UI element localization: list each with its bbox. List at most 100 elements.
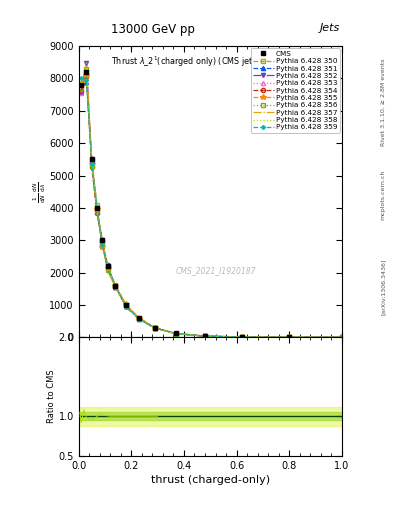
Pythia 6.428 351 [100,242,105,248]
CMS [137,315,141,321]
Pythia 6.428 350 [152,325,157,331]
Text: [arXiv:1306.3436]: [arXiv:1306.3436] [381,259,386,315]
Pythia 6.428 351 [113,284,118,290]
Pythia 6.428 357 [79,82,84,89]
Pythia 6.428 357 [84,60,89,66]
Pythia 6.428 352 [95,210,99,216]
Line: Pythia 6.428 352: Pythia 6.428 352 [79,61,344,339]
Pythia 6.428 353 [340,334,344,340]
CMS [95,205,99,211]
Line: Pythia 6.428 351: Pythia 6.428 351 [79,80,344,339]
Pythia 6.428 351 [152,325,157,331]
Line: Pythia 6.428 356: Pythia 6.428 356 [79,67,344,339]
Pythia 6.428 350 [100,240,105,246]
Pythia 6.428 354 [95,210,99,217]
Pythia 6.428 351 [95,209,99,216]
Text: Jets: Jets [320,23,340,33]
Line: Pythia 6.428 357: Pythia 6.428 357 [81,63,342,337]
Pythia 6.428 357 [174,331,178,337]
CMS [90,156,94,162]
Pythia 6.428 359 [124,304,129,310]
Pythia 6.428 353 [84,75,89,81]
CMS [174,330,178,336]
Pythia 6.428 354 [203,333,208,339]
Pythia 6.428 356 [340,334,344,340]
Pythia 6.428 352 [239,334,244,340]
Pythia 6.428 359 [152,325,157,331]
Pythia 6.428 354 [137,315,141,322]
Pythia 6.428 350 [124,302,129,308]
Pythia 6.428 353 [113,284,118,290]
Pythia 6.428 357 [113,284,118,290]
Pythia 6.428 359 [340,334,344,340]
Pythia 6.428 355 [95,206,99,212]
Pythia 6.428 355 [84,72,89,78]
Pythia 6.428 353 [287,334,292,340]
Line: Pythia 6.428 354: Pythia 6.428 354 [79,74,344,339]
Pythia 6.428 351 [124,303,129,309]
Pythia 6.428 357 [90,159,94,165]
Pythia 6.428 354 [152,325,157,331]
Pythia 6.428 357 [152,325,157,331]
Pythia 6.428 359 [95,204,99,210]
Pythia 6.428 358 [203,333,208,339]
Pythia 6.428 350 [287,334,292,340]
CMS [105,263,110,269]
Pythia 6.428 355 [124,302,129,308]
Pythia 6.428 358 [100,238,105,244]
Line: Pythia 6.428 353: Pythia 6.428 353 [79,76,344,339]
Pythia 6.428 355 [105,265,110,271]
Pythia 6.428 359 [287,334,292,340]
CMS [84,69,89,75]
Pythia 6.428 354 [239,334,244,340]
Pythia 6.428 358 [174,331,178,337]
Pythia 6.428 359 [84,77,89,83]
Pythia 6.428 351 [174,331,178,337]
Pythia 6.428 359 [239,334,244,340]
Pythia 6.428 359 [174,330,178,336]
Pythia 6.428 359 [137,315,141,322]
Pythia 6.428 358 [340,334,344,340]
Pythia 6.428 352 [100,237,105,243]
Pythia 6.428 354 [124,302,129,308]
Pythia 6.428 355 [174,331,178,337]
Pythia 6.428 357 [95,206,99,212]
Pythia 6.428 351 [90,158,94,164]
Text: Rivet 3.1.10, ≥ 2.8M events: Rivet 3.1.10, ≥ 2.8M events [381,59,386,146]
Pythia 6.428 350 [239,334,244,340]
CMS [79,82,84,88]
Pythia 6.428 357 [239,334,244,340]
Pythia 6.428 352 [287,334,292,340]
Pythia 6.428 358 [137,315,141,322]
Pythia 6.428 355 [287,334,292,340]
Pythia 6.428 356 [105,267,110,273]
Y-axis label: Ratio to CMS: Ratio to CMS [47,370,55,423]
Pythia 6.428 356 [174,331,178,337]
Pythia 6.428 353 [79,90,84,96]
Text: CMS_2021_I1920187: CMS_2021_I1920187 [175,266,256,275]
Pythia 6.428 354 [79,88,84,94]
Pythia 6.428 354 [174,331,178,337]
Pythia 6.428 357 [287,334,292,340]
Pythia 6.428 350 [79,82,84,88]
X-axis label: thrust (charged-only): thrust (charged-only) [151,475,270,485]
Pythia 6.428 350 [203,333,208,339]
Pythia 6.428 355 [113,283,118,289]
Pythia 6.428 350 [113,282,118,288]
Pythia 6.428 350 [105,265,110,271]
Pythia 6.428 351 [105,262,110,268]
Pythia 6.428 353 [152,325,157,331]
Pythia 6.428 356 [124,303,129,309]
Pythia 6.428 350 [95,202,99,208]
CMS [100,237,105,243]
Pythia 6.428 358 [84,78,89,84]
Line: Pythia 6.428 350: Pythia 6.428 350 [79,74,344,339]
Pythia 6.428 351 [340,334,344,340]
Pythia 6.428 358 [124,303,129,309]
Pythia 6.428 353 [100,243,105,249]
Pythia 6.428 359 [90,161,94,167]
Pythia 6.428 356 [152,325,157,331]
Pythia 6.428 352 [84,60,89,66]
Pythia 6.428 356 [203,333,208,339]
Pythia 6.428 358 [90,154,94,160]
